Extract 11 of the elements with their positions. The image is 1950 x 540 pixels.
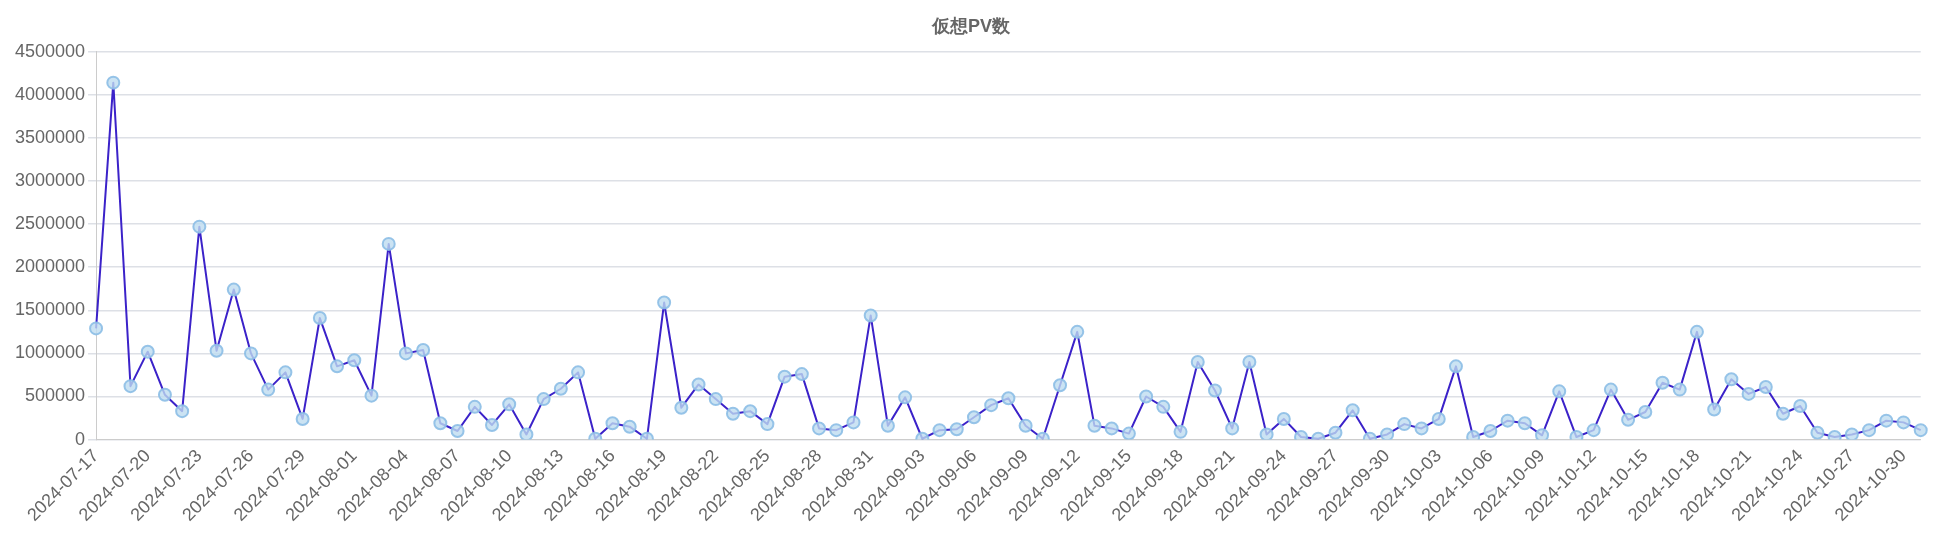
y-tick-label: 3000000 [15,169,86,190]
y-tick-label: 0 [75,428,86,449]
y-tick-label: 2000000 [15,256,86,277]
y-tick-label: 2500000 [15,213,86,234]
y-tick-label: 500000 [25,385,86,406]
y-tick-label: 1000000 [15,342,86,363]
y-tick-label: 4500000 [15,40,86,61]
y-tick-label: 4000000 [15,83,86,104]
chart-title: 仮想PV数 [930,15,1011,36]
y-tick-label: 1500000 [15,299,86,320]
y-tick-label: 3500000 [15,126,86,147]
